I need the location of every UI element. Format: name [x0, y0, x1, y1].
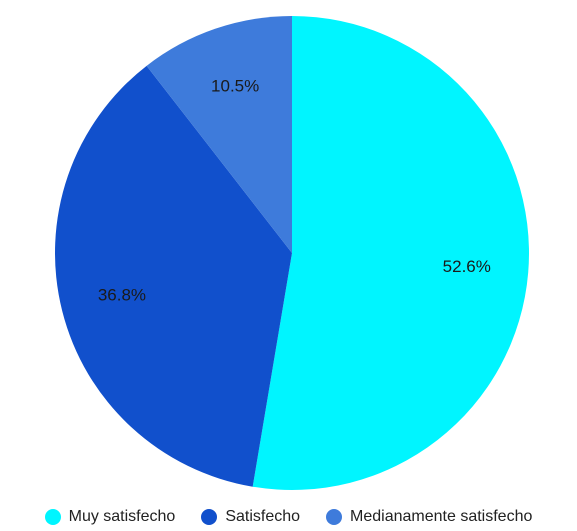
legend-swatch-medianamente-satisfecho	[326, 509, 343, 525]
legend-item-medianamente-satisfecho[interactable]: Medianamente satisfecho	[326, 508, 532, 526]
pie-slice-satisfecho[interactable]	[55, 65, 293, 487]
chart-legend: Muy satisfecho Satisfecho Medianamente s…	[0, 506, 577, 528]
slice-value-label-muy-satisfecho: 52.6%	[443, 257, 491, 276]
slice-value-label-satisfecho: 36.8%	[98, 285, 146, 304]
legend-label-medianamente-satisfecho: Medianamente satisfecho	[350, 508, 533, 525]
legend-item-satisfecho[interactable]: Satisfecho	[201, 508, 300, 526]
pie-chart-plot: 52.6% 36.8% 10.5%	[55, 16, 530, 490]
legend-swatch-satisfecho	[201, 509, 218, 525]
legend-swatch-muy-satisfecho	[44, 509, 61, 525]
pie-slice-muy-satisfecho[interactable]	[252, 16, 530, 490]
pie-slice-medianamente-satisfecho[interactable]	[146, 16, 292, 253]
legend-label-satisfecho: Satisfecho	[225, 508, 301, 525]
legend-label-muy-satisfecho: Muy satisfecho	[68, 508, 176, 525]
slice-value-label-medianamente-satisfecho: 10.5%	[211, 77, 259, 96]
legend-item-muy-satisfecho[interactable]: Muy satisfecho	[44, 508, 176, 526]
